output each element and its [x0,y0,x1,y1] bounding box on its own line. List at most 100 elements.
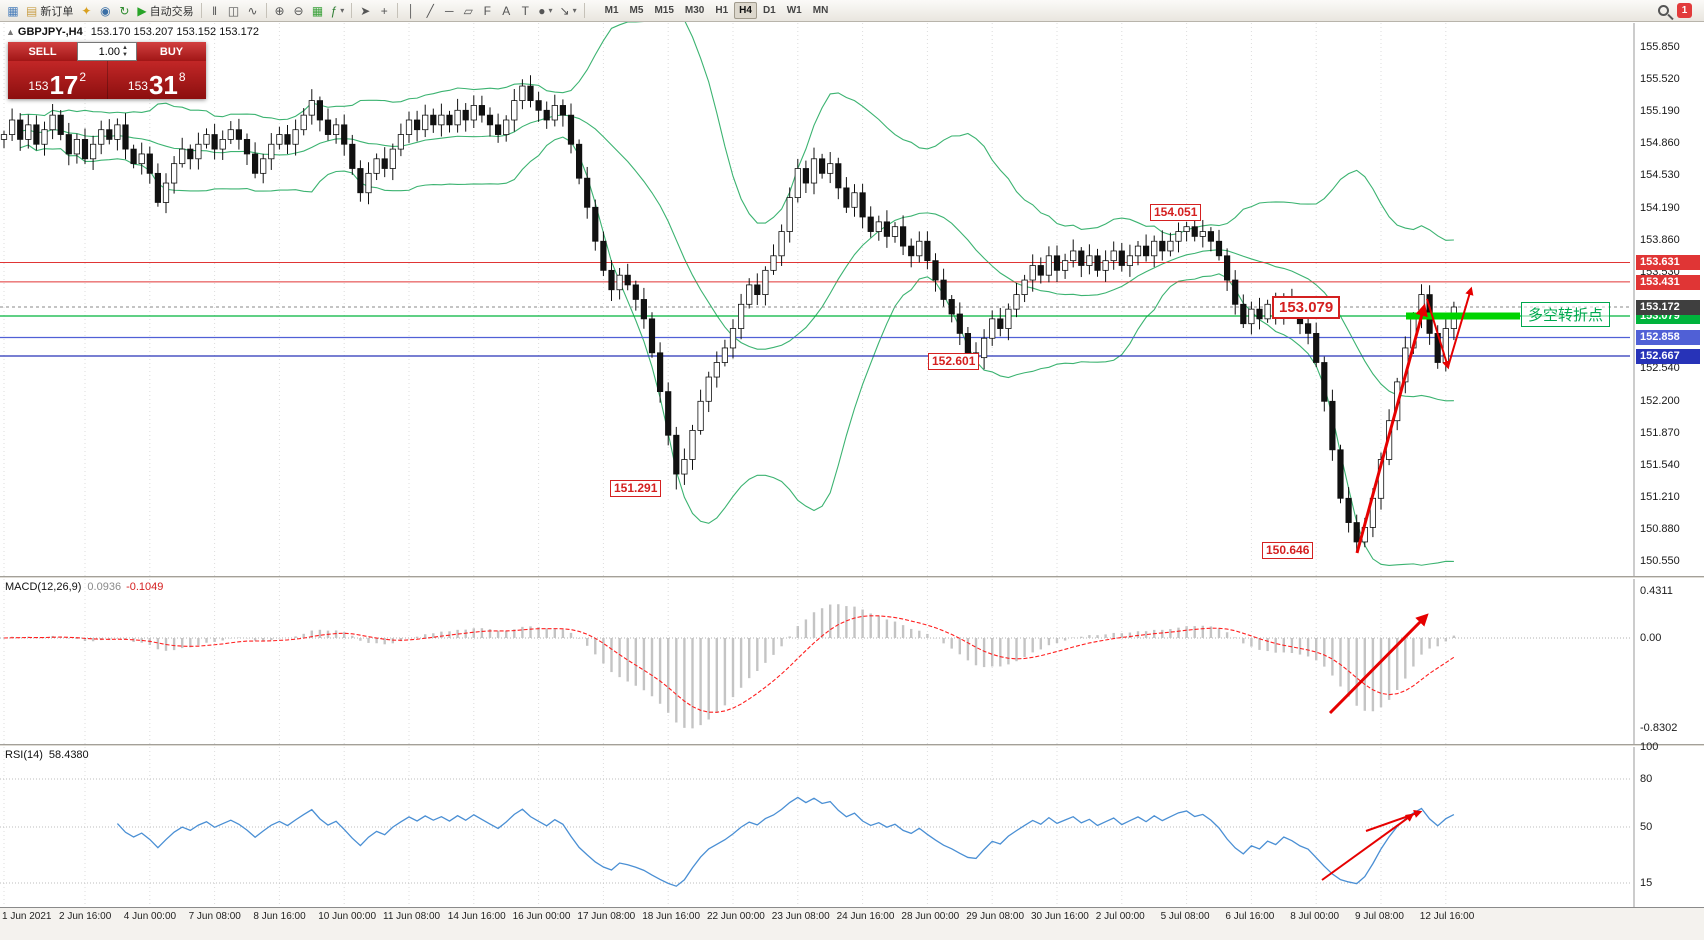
symbol-ohlc: 153.170 153.207 153.152 153.172 [90,26,259,38]
new-order-button-glyph: ▤ [26,3,38,18]
symbol-name: GBPJPY-,H4 [17,26,83,38]
ask-big: 31 [148,69,178,100]
line-chart-icon[interactable]: ∿ [244,2,262,20]
zoom-in-icon-glyph: ⊕ [274,3,285,18]
candlestick-chart-icon-glyph: ◫ [227,3,240,18]
lot-spinner[interactable]: ▲ ▼ [122,45,128,58]
candlestick-chart-icon[interactable]: ◫ [225,2,243,20]
toolbar-separator [397,3,399,18]
timeframe-m5[interactable]: M5 [629,5,644,16]
toolbar: ▦ ▤ 新订单 ✦ ◉ ↻ ▶ 自动交易 ‖ ◫ ∿ ⊕ ⊖ ▦ ƒ ▾ ➤ + │ ╱ ─ ▱ F A T ● ▾ ↘ ▾ M1 M5 M… [0,0,1704,22]
timeframe-d1[interactable]: D1 [762,5,776,16]
lot-size-input[interactable] [78,45,122,58]
indicators-wizard-icon[interactable]: ✦ [77,2,95,20]
vertical-line-icon-glyph: │ [407,3,416,18]
market-watch-icon[interactable]: ◉ [96,2,114,20]
chart-window-icon[interactable]: ▦ [4,2,22,20]
ask-pipette: 8 [178,70,186,84]
ask-price[interactable]: 153 31 8 [108,61,207,99]
zoom-in-icon[interactable]: ⊕ [271,2,289,20]
horizontal-line-icon[interactable]: ─ [440,2,458,20]
timeframe-h4[interactable]: H4 [734,2,757,19]
market-watch-icon-glyph: ◉ [100,3,111,18]
arrows-icon-caret-icon: ▾ [572,6,577,15]
fibonacci-icon-glyph: F [483,3,491,18]
indicators-wizard-icon-glyph: ✦ [81,3,92,18]
bid-big: 17 [49,69,79,100]
zoom-out-icon[interactable]: ⊖ [290,2,308,20]
rsi-name: RSI(14) [5,749,43,761]
arrows-icon-glyph: ↘ [559,3,570,18]
bollinger-bands-layer [20,8,1454,567]
new-order-button-label: 新订单 [40,5,74,18]
macd-indicator-label: MACD(12,26,9) 0.0936 -0.1049 [5,581,163,593]
crosshair-icon[interactable]: + [375,2,393,20]
buy-button[interactable]: BUY [137,42,206,61]
pane-separator-rsi[interactable] [0,744,1704,747]
vertical-line-icon[interactable]: │ [402,2,420,20]
lot-down-icon[interactable]: ▼ [122,51,128,58]
toolbar-separator [583,3,585,18]
toolbar-buttons: ▦ ▤ 新订单 ✦ ◉ ↻ ▶ 自动交易 ‖ ◫ ∿ ⊕ ⊖ ▦ ƒ ▾ ➤ + │ ╱ ─ ▱ F A T ● ▾ ↘ ▾ [4,2,588,20]
trendline-icon[interactable]: ╱ [421,2,439,20]
timeframe-h1[interactable]: H1 [715,5,729,16]
timeframe-mn[interactable]: MN [812,5,829,16]
new-order-button[interactable]: ▤ 新订单 [23,2,76,20]
timeframe-w1[interactable]: W1 [786,5,802,16]
arrows-icon[interactable]: ↘ ▾ [557,2,580,20]
notification-badge[interactable]: 1 [1677,3,1692,18]
bar-chart-icon-glyph: ‖ [212,3,218,18]
toolbar-right: 1 [1658,3,1700,18]
lot-size-field: ▲▼ [77,42,137,61]
trend-arrows-layer[interactable] [1321,286,1474,881]
toolbar-separator [265,3,267,18]
shapes-icon-caret-icon: ▾ [548,6,553,15]
fibonacci-icon[interactable]: F [478,2,496,20]
tile-windows-icon-glyph: ▦ [311,3,324,18]
candles-layer [0,75,1457,553]
bid-pipette: 2 [79,70,87,84]
one-click-trading-panel: SELL ▲▼ BUY 153 17 2 153 31 8 [8,42,206,99]
gridlines-layer [3,23,1447,907]
auto-trading-button[interactable]: ▶ 自动交易 [134,2,196,20]
symbol-expand-icon[interactable]: ▲ [6,27,15,37]
macd-name: MACD(12,26,9) [5,581,82,593]
label-icon-glyph: T [521,3,529,18]
macd-layer [0,604,1630,729]
horizontal-lines-layer [0,261,1630,357]
auto-trading-button-glyph: ▶ [137,3,147,18]
time-axis [0,907,1704,940]
cursor-icon-glyph: ➤ [360,3,371,18]
text-icon[interactable]: A [497,2,515,20]
timeframe-m30[interactable]: M30 [684,5,705,16]
bull-bear-turning-point-annotation[interactable]: 多空转折点 [1521,302,1611,327]
sell-button[interactable]: SELL [8,42,77,61]
toolbar-separator [200,3,202,18]
label-icon[interactable]: T [516,2,534,20]
toolbar-separator [351,3,353,18]
search-icon[interactable] [1658,5,1669,16]
macd-signal-value: -0.1049 [126,581,164,593]
timeframe-m1[interactable]: M1 [604,5,619,16]
channel-icon-glyph: ▱ [463,3,473,18]
lot-up-icon[interactable]: ▲ [122,44,128,51]
channel-icon[interactable]: ▱ [459,2,477,20]
refresh-icon-glyph: ↻ [119,3,130,18]
macd-main-value: 0.0936 [87,581,122,593]
pane-separator-macd[interactable] [0,576,1704,579]
crosshair-icon-glyph: + [380,3,388,18]
symbol-info-line: ▲ GBPJPY-,H4 153.170 153.207 153.152 153.1… [6,26,259,38]
cursor-icon[interactable]: ➤ [356,2,374,20]
zoom-out-icon-glyph: ⊖ [293,3,304,18]
bid-price[interactable]: 153 17 2 [8,61,108,99]
horizontal-line-icon-glyph: ─ [445,3,454,18]
shapes-icon[interactable]: ● ▾ [535,2,555,20]
chart-window-icon-glyph: ▦ [7,3,19,18]
refresh-icon[interactable]: ↻ [115,2,133,20]
trendline-icon-glyph: ╱ [426,3,434,18]
bar-chart-icon[interactable]: ‖ [206,2,224,20]
timeframe-m15[interactable]: M15 [654,5,674,16]
indicator-list-icon[interactable]: ƒ ▾ [328,2,348,20]
tile-windows-icon[interactable]: ▦ [309,2,327,20]
